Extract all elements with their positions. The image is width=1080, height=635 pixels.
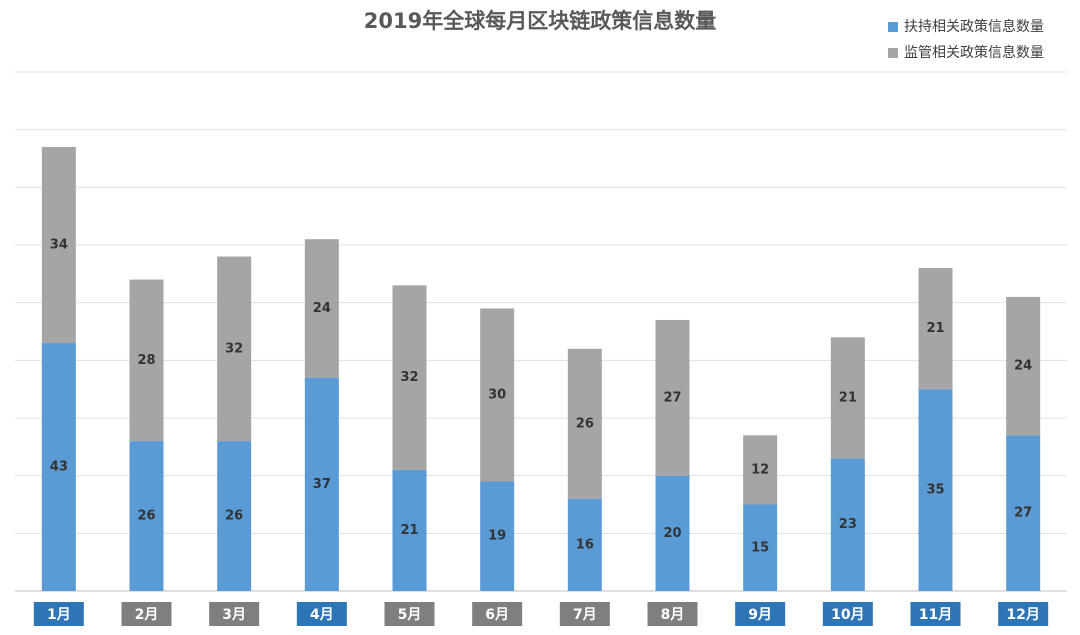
category-box [121, 602, 172, 626]
bar-segment [743, 435, 778, 505]
bar-segment [655, 475, 690, 591]
value-label: 16 [576, 537, 594, 552]
value-label: 24 [1014, 359, 1032, 374]
legend-label: 监管相关政策信息数量 [904, 44, 1044, 61]
category-box [209, 602, 260, 626]
bar-segment [392, 285, 427, 470]
value-label: 27 [663, 390, 681, 405]
value-label: 24 [313, 301, 331, 316]
category-box [647, 602, 698, 626]
x-tick-label: 7月 [573, 607, 597, 623]
bar-segment [217, 441, 252, 591]
value-label: 26 [137, 509, 155, 524]
category-box [472, 602, 523, 626]
x-tick-label: 8月 [661, 607, 685, 623]
bar-segment [129, 441, 164, 591]
bar-segment [41, 146, 76, 344]
category-box [910, 602, 961, 626]
bar-segment [480, 481, 515, 591]
x-tick-label: 2月 [135, 607, 159, 623]
x-tick-label: 5月 [398, 607, 422, 623]
value-label: 34 [50, 238, 68, 253]
category-box [296, 602, 347, 626]
value-label: 21 [839, 390, 857, 405]
bar-segment [743, 504, 778, 591]
bar-segment [1006, 296, 1041, 436]
chart-title: 2019年全球每月区块链政策信息数量 [364, 9, 716, 33]
x-tick-label: 3月 [222, 607, 246, 623]
x-tick-label: 4月 [310, 607, 334, 623]
bar-segment [304, 239, 339, 378]
x-tick-label: 10月 [831, 607, 864, 623]
category-box [559, 602, 610, 626]
value-label: 30 [488, 387, 506, 402]
bar-segment [830, 337, 865, 459]
x-tick-label: 11月 [919, 607, 952, 623]
value-label: 19 [488, 529, 506, 544]
value-label: 12 [751, 462, 769, 477]
bar-segment [567, 348, 602, 499]
x-tick-label: 9月 [748, 607, 772, 623]
bar-segment [918, 268, 953, 390]
value-label: 21 [926, 321, 944, 336]
value-label: 23 [839, 517, 857, 532]
value-label: 28 [137, 353, 155, 368]
value-label: 32 [400, 370, 418, 385]
bar-segment [655, 319, 690, 476]
value-label: 43 [50, 460, 68, 475]
bar-segment [1006, 435, 1041, 591]
value-label: 26 [576, 416, 594, 431]
category-box [822, 602, 873, 626]
value-label: 37 [313, 477, 331, 492]
bar-segment [480, 308, 515, 482]
category-box [998, 602, 1049, 626]
value-label: 15 [751, 540, 769, 555]
category-box [384, 602, 435, 626]
category-box [735, 602, 786, 626]
legend-swatch [888, 22, 898, 32]
bar-segment [304, 377, 339, 591]
value-label: 21 [400, 523, 418, 538]
bar-segment [567, 498, 602, 591]
bar-segment [41, 343, 76, 591]
legend-label: 扶持相关政策信息数量 [904, 18, 1044, 35]
value-label: 20 [663, 526, 681, 541]
x-tick-label: 12月 [1006, 607, 1039, 623]
bar-segment [392, 469, 427, 591]
bar-segment [217, 256, 252, 442]
value-label: 27 [1014, 506, 1032, 521]
value-label: 26 [225, 509, 243, 524]
bar-segment [830, 458, 865, 591]
value-label: 35 [926, 483, 944, 498]
bar-segment [129, 279, 164, 442]
x-tick-label: 6月 [485, 607, 509, 623]
value-label: 32 [225, 341, 243, 356]
category-box [33, 602, 84, 626]
x-tick-label: 1月 [47, 607, 71, 623]
legend-swatch [888, 48, 898, 58]
bar-segment [918, 389, 953, 591]
